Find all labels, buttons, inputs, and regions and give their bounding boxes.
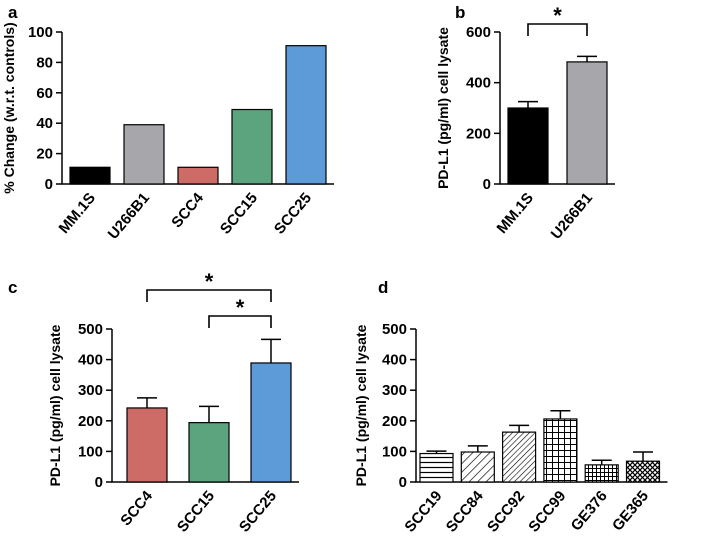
y-tick-label: 300 [78,382,103,399]
panel-letter-a: a [8,3,18,22]
bar-scc4 [177,166,219,185]
bar-scc25 [250,362,292,483]
x-tick-label: U266B1 [105,190,153,243]
panel-letter-b: b [455,3,465,22]
y-tick-label: 20 [36,146,53,163]
y-tick-label: 0 [95,474,103,491]
y-axis-label: PD-L1 (pg/ml) cell lysate [47,324,63,486]
bar-scc25 [285,45,327,185]
panel-letter-c: c [8,278,17,297]
panel-a: a 0 20 40 60 80 100 % Change (w.r.t. controls) M… [1,3,334,243]
error-bar [518,100,538,108]
y-axis-label: PD-L1 (pg/ml) cell lysate [353,324,369,486]
error-bar [426,450,447,454]
error-bar [633,451,653,462]
significance-bracket [527,23,588,36]
bar-scc19 [419,452,454,483]
x-tick-label: SCC15 [174,488,218,536]
bar-mm-1s [507,107,549,185]
significance-star: * [553,3,562,28]
y-axis-label: % Change (w.r.t. controls) [1,22,17,193]
panel-letter-d: d [378,278,388,297]
y-tick-label: 200 [78,413,103,430]
x-tick-label: SCC92 [484,488,528,536]
y-tick-label: 300 [382,382,407,399]
y-tick-label: 200 [466,125,491,142]
bar-scc99 [543,418,578,483]
bar-u266b1 [123,124,165,185]
y-tick-label: 60 [36,85,53,102]
panel-b: b 0 200 400 600 PD-L1 (pg/ml) cell lysate MM.1… [435,3,615,243]
significance-star: * [205,269,214,294]
significance-star: * [236,295,245,320]
error-bar [577,55,597,62]
x-tick-label: SCC25 [236,488,280,536]
x-tick-label: MM.1S [55,190,99,237]
y-tick-label: 400 [466,75,491,92]
y-tick-label: 600 [466,24,491,41]
x-tick-label: MM.1S [493,190,537,237]
axes-d [415,329,668,483]
y-tick-label: 0 [483,176,491,193]
y-tick-label: 0 [45,176,53,193]
significance-bracket [146,289,272,302]
y-tick-label: 200 [382,413,407,430]
error-bar [591,459,612,465]
y-tick-label: 40 [36,115,53,132]
x-tick-label: SCC4 [117,487,156,529]
significance-bracket [208,315,272,328]
bar-scc15 [188,422,230,483]
bar-scc15 [231,108,273,185]
x-tick-label: GE365 [609,488,652,535]
x-tick-label: SCC99 [525,488,569,536]
bar-scc4 [126,407,168,483]
y-tick-label: 80 [36,54,53,71]
y-tick-label: 100 [78,443,103,460]
y-tick-label: 0 [399,474,407,491]
x-tick-label: SCC25 [271,190,315,238]
bar-mm-1s [69,166,111,185]
panel-d: d 0 100 200 300 400 500 PD-L1 (pg/ml) cell lysa… [353,278,668,536]
y-tick-label: 500 [382,321,407,338]
bar-ge365 [625,460,661,483]
x-tick-label: GE376 [568,488,611,535]
x-tick-label: SCC19 [401,488,445,536]
y-tick-label: 500 [78,321,103,338]
x-tick-label: SCC84 [443,487,488,535]
error-bar [199,405,219,423]
error-bar [550,409,571,419]
error-bar [137,397,157,408]
y-tick-label: 100 [382,443,407,460]
bar-u266b1 [566,61,608,185]
error-bar [261,338,281,363]
y-tick-label: 400 [78,352,103,369]
bar-ge376 [584,464,619,483]
bar-scc92 [502,431,537,483]
x-tick-label: SCC15 [217,190,261,238]
bar-scc84 [460,451,495,483]
x-tick-label: SCC4 [168,189,207,231]
error-bar [467,445,488,453]
panel-c: c 0 100 200 300 400 500 PD-L1 (pg/ml) cell lysa… [8,269,299,536]
y-axis-label: PD-L1 (pg/ml) cell lysate [435,27,451,189]
error-bar [509,424,530,433]
x-tick-label: U266B1 [548,190,596,243]
y-tick-label: 400 [382,352,407,369]
y-tick-label: 100 [28,24,53,41]
